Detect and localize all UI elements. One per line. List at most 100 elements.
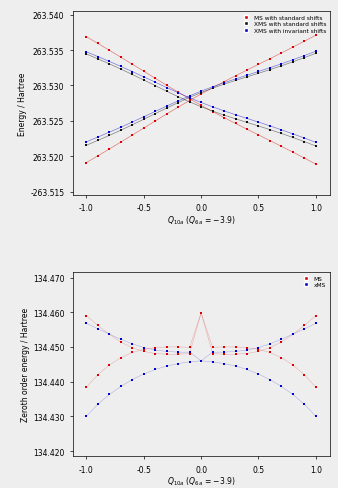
Point [84,139,89,146]
Point [221,350,227,358]
Point [221,114,227,122]
Point [279,339,284,346]
Point [187,96,192,103]
Point [152,346,158,354]
Point [267,138,273,145]
Point [175,350,181,358]
Point [267,65,273,73]
Point [267,376,273,384]
Point [267,344,273,352]
Point [152,75,158,83]
Point [301,55,307,62]
Point [301,322,307,330]
Point [221,79,227,86]
Point [107,132,112,140]
Point [164,111,169,119]
Point [107,331,112,339]
Point [221,348,227,356]
Point [152,118,158,125]
Point [221,112,227,120]
Point [267,122,273,130]
Point [152,110,158,118]
Point [233,112,238,120]
Point [107,59,112,66]
Point [267,66,273,74]
Point [95,322,101,330]
Point [95,325,101,333]
Point [175,94,181,102]
Point [175,89,181,97]
Point [198,309,204,317]
Point [118,354,124,362]
Point [141,344,146,352]
Point [107,146,112,154]
Point [279,336,284,344]
Point [233,350,238,358]
Point [244,119,250,127]
Point [198,88,204,96]
Point [164,82,169,90]
Point [141,68,146,76]
Point [164,363,169,370]
Point [118,124,124,132]
Point [129,68,135,76]
Point [313,50,318,58]
Point [256,119,261,127]
Point [152,366,158,374]
Point [129,119,135,127]
Point [84,159,89,167]
Point [221,344,227,351]
Point [175,90,181,98]
Point [313,161,318,169]
Point [256,344,261,352]
Point [244,126,250,134]
Point [129,122,135,129]
Point [198,103,204,111]
Point [233,78,238,85]
Point [129,71,135,79]
Point [290,331,295,339]
Legend: MS with standard shifts, XMS with standard shifts, XMS with invariant shifts: MS with standard shifts, XMS with standa… [240,15,327,35]
Point [210,348,215,356]
Point [198,89,204,97]
Point [107,129,112,137]
Point [290,361,295,369]
Point [164,350,169,358]
Point [164,84,169,92]
Point [84,51,89,59]
Point [233,344,238,351]
Point [301,139,307,146]
Point [95,153,101,161]
Point [118,127,124,135]
Point [301,401,307,408]
Point [129,61,135,69]
Point [141,114,146,122]
Point [175,98,181,105]
Point [198,357,204,365]
Point [290,149,295,157]
Point [84,384,89,391]
Point [290,330,295,338]
Point [95,401,101,408]
Point [187,348,192,356]
Point [129,349,135,357]
Point [233,76,238,83]
Point [244,344,250,352]
Point [244,74,250,81]
Point [118,63,124,71]
Point [313,32,318,40]
Point [313,384,318,391]
Point [279,50,284,58]
Point [301,155,307,163]
Point [95,137,101,145]
Point [84,49,89,57]
Point [256,68,261,76]
Point [141,125,146,133]
Point [187,99,192,106]
Point [175,100,181,107]
Point [301,53,307,61]
Point [95,134,101,142]
Point [84,412,89,420]
Point [187,93,192,101]
Point [210,84,215,92]
